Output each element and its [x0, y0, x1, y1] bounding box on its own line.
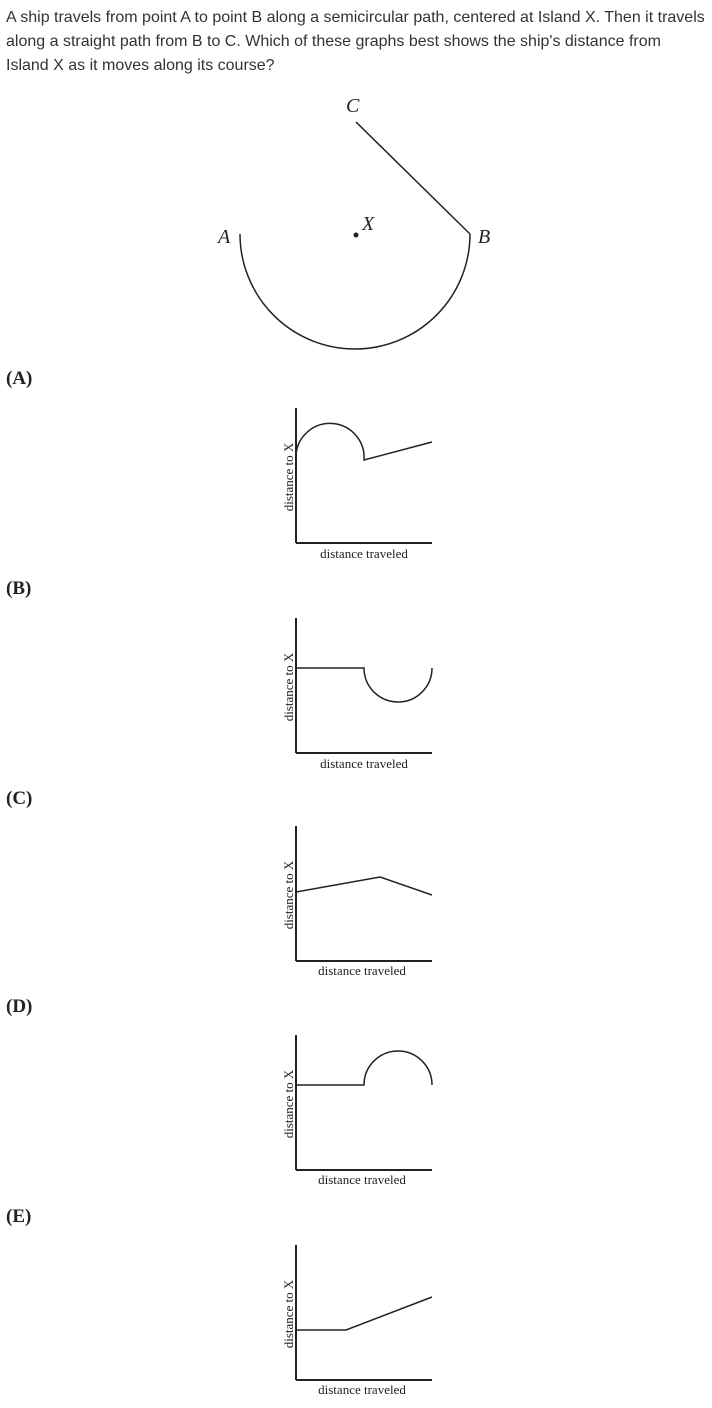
graph-curve: [295, 876, 433, 896]
choice-d-label: (D): [6, 996, 33, 1017]
y-axis-label: distance to X: [281, 442, 296, 511]
straight-path-b-to-c: [355, 121, 471, 235]
question-text: A ship travels from point A to point B a…: [6, 9, 705, 74]
graph-curve: [295, 422, 433, 461]
choice-a-label: (A): [6, 368, 33, 389]
graph-curve: [296, 1050, 433, 1086]
y-axis-label: distance to X: [281, 1279, 296, 1348]
graph-curve: [296, 667, 433, 703]
graph-b: distance traveled distance to X: [281, 618, 433, 771]
semicircle-path: [239, 233, 471, 350]
x-axis-label: distance traveled: [318, 1172, 406, 1187]
x-axis-label: distance traveled: [320, 546, 408, 561]
y-axis-label: distance to X: [281, 860, 296, 929]
island-x-label: X: [361, 213, 375, 235]
ship-path-diagram: X A B C: [216, 95, 490, 350]
choice-c-label: (C): [6, 788, 33, 809]
y-axis-label: distance to X: [281, 1069, 296, 1138]
x-axis-label: distance traveled: [318, 1382, 406, 1397]
graph-c: distance traveled distance to X: [281, 826, 433, 978]
choice-b-label: (B): [6, 578, 32, 599]
point-c-label: C: [346, 95, 360, 117]
x-axis-label: distance traveled: [320, 756, 408, 771]
island-x-dot: [353, 232, 359, 238]
graph-d: distance traveled distance to X: [281, 1035, 433, 1187]
x-axis-label: distance traveled: [318, 963, 406, 978]
point-a-label: A: [216, 226, 231, 248]
graph-curve: [296, 1296, 433, 1331]
choice-e-label: (E): [6, 1206, 32, 1227]
graph-e: distance traveled distance to X: [281, 1245, 433, 1397]
graph-a: distance traveled distance to X: [281, 408, 433, 561]
point-b-label: B: [478, 226, 490, 248]
y-axis-label: distance to X: [281, 652, 296, 721]
